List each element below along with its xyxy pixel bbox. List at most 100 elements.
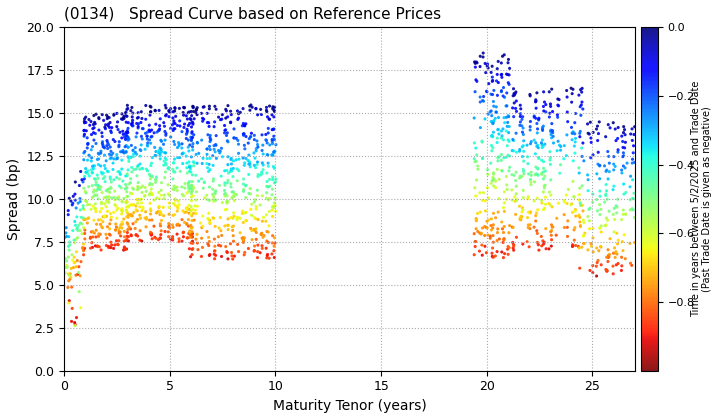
- Point: [262, 160, 274, 166]
- Point: [239, 210, 251, 216]
- Point: [156, 148, 167, 155]
- Point: [496, 74, 508, 81]
- Point: [174, 168, 186, 175]
- Point: [165, 125, 176, 132]
- Point: [530, 115, 541, 122]
- Point: [600, 192, 611, 199]
- Point: [608, 161, 619, 168]
- Point: [135, 161, 146, 168]
- Point: [192, 104, 203, 111]
- Point: [132, 109, 144, 116]
- Point: [608, 167, 619, 173]
- Point: [627, 176, 639, 183]
- Point: [202, 119, 213, 126]
- Point: [68, 193, 79, 199]
- Point: [603, 121, 614, 128]
- Point: [599, 163, 611, 169]
- Point: [546, 127, 558, 134]
- Point: [559, 142, 570, 149]
- Point: [244, 107, 256, 113]
- Point: [261, 228, 273, 235]
- Point: [488, 103, 500, 110]
- Point: [127, 123, 138, 129]
- Point: [611, 202, 622, 209]
- Point: [94, 244, 105, 250]
- Point: [471, 78, 482, 85]
- Point: [186, 190, 197, 197]
- Point: [181, 131, 192, 138]
- Point: [181, 135, 192, 142]
- Point: [179, 180, 191, 187]
- Point: [601, 267, 613, 273]
- Point: [150, 177, 162, 184]
- Point: [144, 192, 156, 198]
- Point: [168, 183, 180, 189]
- Point: [487, 239, 499, 246]
- Point: [102, 139, 113, 146]
- Point: [555, 143, 567, 150]
- Point: [111, 174, 122, 181]
- Point: [155, 220, 166, 227]
- Point: [78, 156, 89, 163]
- Point: [504, 222, 516, 229]
- Point: [169, 125, 181, 132]
- Point: [209, 251, 220, 257]
- Point: [491, 78, 503, 84]
- Point: [222, 249, 233, 256]
- Point: [629, 131, 640, 138]
- Point: [113, 142, 125, 149]
- Point: [555, 147, 567, 154]
- Point: [102, 113, 114, 120]
- Point: [202, 151, 213, 158]
- Point: [185, 116, 197, 123]
- Point: [96, 133, 108, 140]
- Point: [121, 173, 132, 179]
- Point: [185, 211, 197, 218]
- Point: [163, 234, 174, 240]
- Point: [88, 112, 99, 119]
- Point: [184, 234, 196, 241]
- Point: [106, 124, 117, 131]
- Point: [515, 102, 526, 109]
- Point: [493, 154, 505, 160]
- Point: [86, 147, 97, 153]
- Point: [229, 253, 240, 260]
- Point: [254, 202, 266, 208]
- Point: [536, 233, 547, 240]
- Point: [522, 153, 534, 160]
- Point: [538, 158, 549, 165]
- Point: [171, 231, 183, 237]
- Point: [96, 205, 107, 212]
- Point: [209, 247, 220, 254]
- Point: [168, 156, 180, 163]
- Point: [575, 200, 586, 206]
- Point: [104, 173, 116, 180]
- Point: [135, 153, 146, 160]
- Point: [536, 200, 548, 206]
- Point: [530, 99, 541, 105]
- Point: [199, 179, 210, 186]
- Point: [617, 153, 629, 160]
- Point: [222, 198, 233, 205]
- Point: [74, 195, 86, 202]
- Point: [92, 182, 104, 189]
- Point: [90, 140, 102, 147]
- Point: [227, 227, 238, 234]
- Point: [113, 194, 125, 200]
- Point: [577, 233, 589, 239]
- Point: [474, 248, 485, 255]
- Point: [582, 187, 594, 194]
- Point: [243, 161, 255, 168]
- Point: [174, 201, 185, 208]
- Point: [102, 197, 114, 203]
- Point: [197, 213, 209, 219]
- Point: [485, 215, 497, 222]
- Point: [493, 176, 505, 183]
- Point: [536, 197, 547, 204]
- Point: [240, 194, 251, 201]
- Point: [145, 230, 157, 236]
- Point: [192, 246, 204, 253]
- Point: [617, 138, 629, 145]
- Point: [158, 119, 169, 126]
- Point: [210, 141, 221, 148]
